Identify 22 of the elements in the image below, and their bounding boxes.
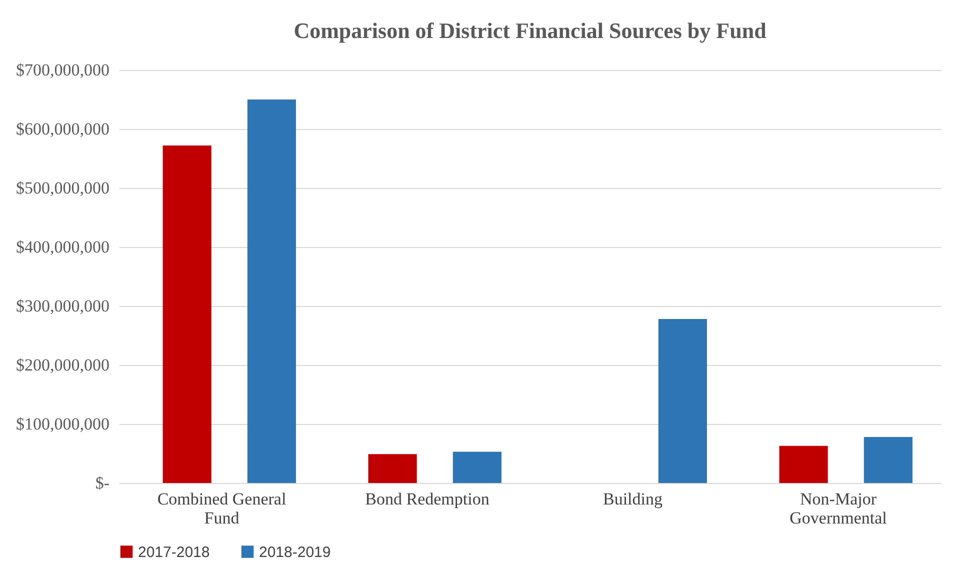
bar xyxy=(247,100,296,483)
y-tick-label: $500,000,000 xyxy=(16,178,110,198)
y-tick-label: $700,000,000 xyxy=(16,60,110,80)
y-tick-label: $100,000,000 xyxy=(16,414,110,434)
y-tick-label: $600,000,000 xyxy=(16,120,110,138)
x-tick-label: Combined General Fund xyxy=(157,490,286,528)
y-tick-label: $- xyxy=(95,474,110,492)
bar xyxy=(162,146,212,483)
x-tick-label: Non-Major Governmental xyxy=(790,490,888,528)
bar xyxy=(779,446,828,483)
y-tick-label: $300,000,000 xyxy=(16,296,110,316)
legend-label: 2018-2019 xyxy=(259,544,331,561)
bar xyxy=(368,454,417,483)
y-tick-label: $400,000,000 xyxy=(16,238,110,256)
bar xyxy=(452,452,502,483)
bar xyxy=(864,436,912,483)
legend-label: 2017-2018 xyxy=(138,544,210,561)
x-tick-label: Bond Redemption xyxy=(365,490,490,508)
y-tick-label: $200,000,000 xyxy=(16,356,110,374)
x-tick-label: Building xyxy=(602,490,663,508)
chart-title: Comparison of District Financial Sources by Fund xyxy=(294,18,766,43)
bar xyxy=(658,318,707,483)
